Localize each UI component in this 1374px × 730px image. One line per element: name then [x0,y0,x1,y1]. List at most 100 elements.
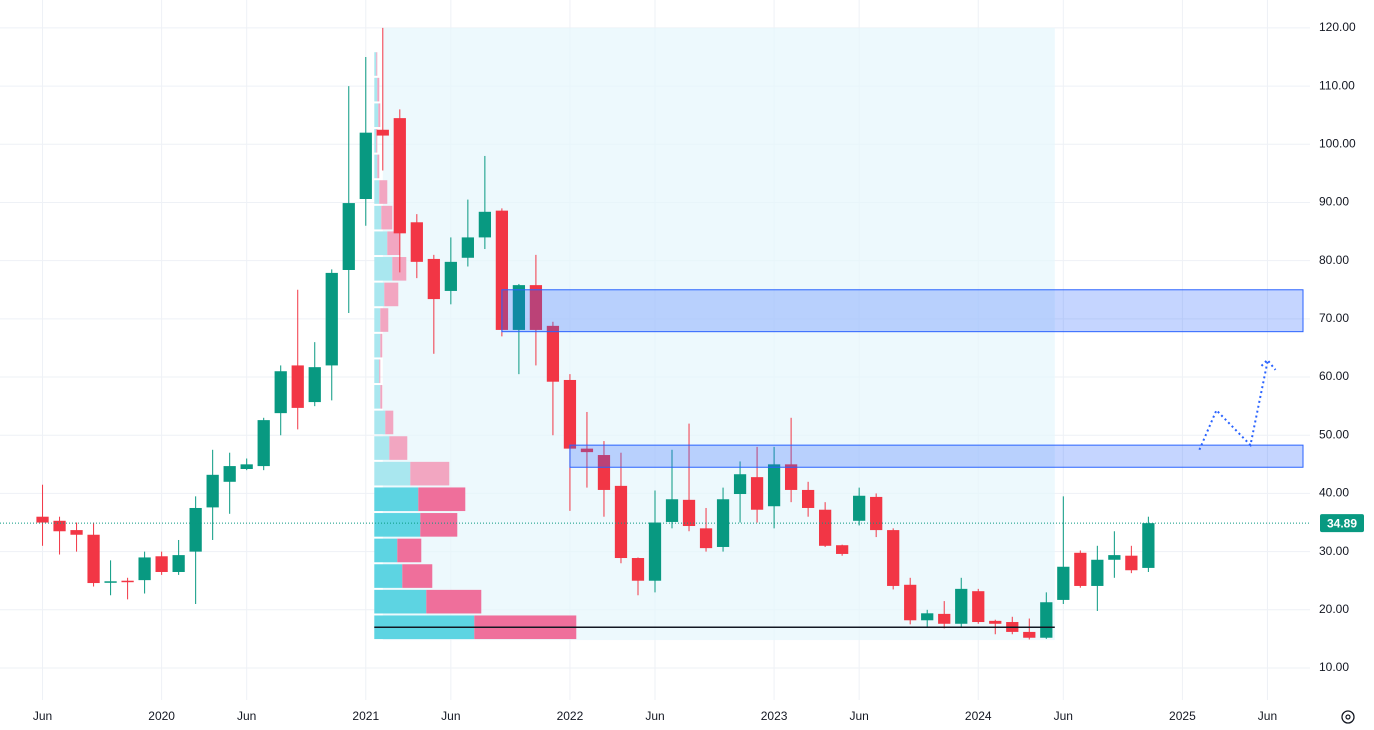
candle-body [104,581,117,583]
x-tick-label: Jun [33,709,52,723]
candle-body [631,558,645,581]
y-tick-label: 90.00 [1319,195,1349,209]
candle-body [223,466,236,482]
last-price-badge [1320,514,1364,533]
profile-down-bar [376,129,378,153]
profile-up-bar [374,180,380,204]
y-tick-label: 110.00 [1319,78,1355,92]
candle-body [784,464,798,490]
candle-body [904,584,917,621]
candle-body [529,285,543,330]
profile-down-bar [420,513,458,537]
candle-body [819,509,832,546]
candle-body [121,580,134,583]
profile-up-bar [374,205,382,230]
x-tick-label: Jun [237,709,256,723]
candle-body [70,530,83,535]
profile-down-bar [377,154,380,179]
profile-up-bar [374,359,380,384]
zone [569,444,1304,468]
x-tick-label: Jun [441,709,460,723]
candle-body [699,528,713,549]
profile-down-bar [380,385,383,409]
profile-down-bar [377,77,380,102]
candle-body [750,477,764,510]
settings-icon[interactable] [1341,710,1355,724]
candle-body [1091,559,1104,586]
candle-body [1023,631,1036,638]
candle-layer [36,27,1155,640]
x-tick-label: 2024 [965,709,992,723]
x-tick-label: 2022 [557,709,584,723]
candle-body [1125,555,1138,571]
profile-up-bar [374,589,427,614]
candle-body [393,118,406,234]
candle-body [444,261,457,291]
settings-gear[interactable] [1341,710,1355,724]
candle-body [955,588,968,624]
profile-down-bar [384,282,399,307]
candle-body [597,455,611,490]
profile-down-bar [376,52,378,76]
candle-body [853,495,866,521]
profile-up-bar [374,154,378,179]
candle-body [614,485,628,559]
profile-up-bar [374,513,421,537]
profile-up-bar [374,103,379,128]
candle-body [410,222,423,262]
axis-layer: 10.00 20.00 30.00 40.00 50.00 60.00 70.00 80.00… [33,20,1364,723]
candle-body [36,516,49,523]
overlay-layer [0,289,1310,629]
y-tick-label: 50.00 [1319,427,1349,441]
candle-body [1142,523,1155,568]
candle-body [1074,552,1087,586]
profile-down-bar [379,359,381,384]
candle-body [53,520,66,532]
projection-line [1198,361,1269,451]
profile-down-bar [426,589,482,614]
x-tick-label: 2023 [761,709,788,723]
profile-up-bar [374,282,385,307]
candle-body [189,507,202,552]
y-tick-label: 10.00 [1319,660,1349,674]
candle-body [648,522,662,581]
profile-down-bar [410,461,450,486]
candle-body [512,285,526,330]
candle-body [155,556,168,572]
candle-body [342,203,355,270]
profile-up-bar [374,436,390,460]
zone [501,289,1304,333]
candle-body [138,557,151,581]
x-tick-label: 2020 [148,709,175,723]
candle-body [461,237,474,258]
profile-up-bar [374,538,398,563]
profile-area [382,27,1055,641]
profile-down-bar [381,205,393,230]
candle-body [1057,566,1070,600]
profile-up-bar [374,308,381,332]
candle-body [1108,555,1121,560]
candle-body [172,555,185,572]
y-tick-label: 80.00 [1319,253,1349,267]
profile-down-bar [378,103,381,128]
profile-up-bar [374,257,393,281]
profile-down-bar [379,180,388,204]
y-tick-label: 100.00 [1319,136,1356,150]
candle-body [1040,602,1053,638]
settings-gear-center[interactable] [1345,714,1351,720]
x-tick-label: Jun [1054,709,1073,723]
candle-body [921,613,934,621]
profile-up-bar [374,564,403,588]
candle-body [495,210,509,330]
candle-body [206,474,219,508]
candle-body [87,534,100,584]
profile-up-bar [374,77,378,102]
candle-body [972,591,985,623]
candle-body [359,132,372,200]
candle-body [325,272,338,366]
profile-down-bar [387,231,401,256]
profile-down-bar [385,410,394,435]
candle-body [563,379,577,449]
profile-up-bar [374,52,377,76]
